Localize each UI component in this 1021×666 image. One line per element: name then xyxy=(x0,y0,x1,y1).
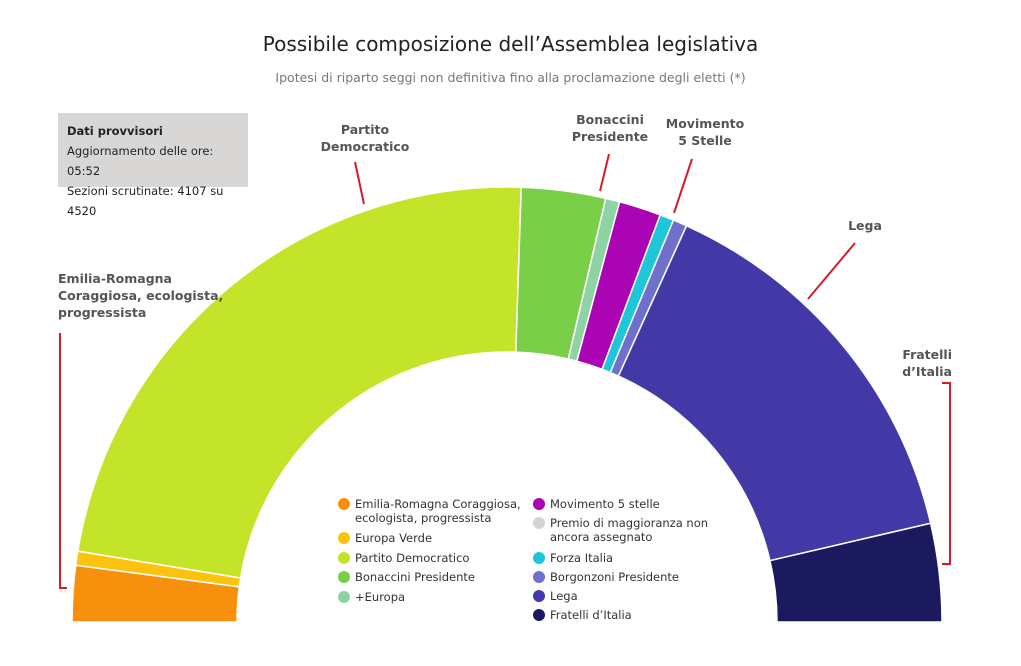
leader-line-emilia-romagna-coraggiosa xyxy=(59,333,67,589)
legend-swatch xyxy=(338,551,350,564)
chart-subtitle: Ipotesi di riparto seggi non definitiva … xyxy=(275,70,746,85)
info-box: Dati provvisori Aggiornamento delle ore:… xyxy=(58,113,248,218)
legend-label: Premio di maggioranza non ancora assegna… xyxy=(550,516,709,544)
legend-swatch xyxy=(533,590,545,602)
legend-swatch xyxy=(533,552,545,564)
legend-label: Bonaccini Presidente xyxy=(355,570,475,584)
legend-label: Fratelli d’Italia xyxy=(550,608,632,622)
info-sections-count: Sezioni scrutinate: 4107 su 4520 xyxy=(67,184,224,218)
legend-swatch xyxy=(338,590,350,603)
legend-swatch xyxy=(533,571,545,583)
legend-swatch xyxy=(338,571,350,583)
leader-line-partito-democratico xyxy=(354,161,365,205)
label-text: Movimento 5 Stelle xyxy=(665,116,745,148)
legend-swatch xyxy=(338,532,350,544)
slice-partito-democratico[interactable] xyxy=(76,186,523,579)
leader-line-movimento-5-stelle xyxy=(673,158,693,214)
legend-left: Emilia-Romagna Coraggiosa, ecologista, p… xyxy=(338,497,528,617)
label-text: Emilia-Romagna Coraggiosa, ecologista, pro… xyxy=(58,271,224,320)
leader-line-fratelli-ditalia xyxy=(942,382,951,565)
label-emilia-romagna-coraggiosa: Emilia-Romagna Coraggiosa, ecologista, pro… xyxy=(58,270,258,321)
label-partito-democratico: Partito Democratico xyxy=(300,121,430,155)
legend-label: Lega xyxy=(550,589,578,603)
legend-label: Forza Italia xyxy=(550,551,614,565)
leader-line-lega xyxy=(807,242,856,300)
leader-line-bonaccini-presidente xyxy=(599,153,610,192)
legend-right: Movimento 5 stelle Premio di maggioranza … xyxy=(533,497,733,622)
legend-label: Borgonzoni Presidente xyxy=(550,570,680,584)
legend-label: Emilia-Romagna Coraggiosa, ecologista, p… xyxy=(355,497,521,525)
label-movimento-5-stelle: Movimento 5 Stelle xyxy=(655,115,755,149)
label-text: Partito Democratico xyxy=(320,122,410,154)
label-text: Fratelli d’Italia xyxy=(902,347,952,379)
legend-label: Partito Democratico xyxy=(355,550,470,565)
slice-fratelli-d-italia[interactable] xyxy=(769,522,943,623)
legend-swatch xyxy=(533,517,545,529)
chart-title: Possibile composizione dell’Assemblea le… xyxy=(262,32,759,56)
info-update-time: Aggiornamento delle ore: 05:52 xyxy=(67,144,214,178)
label-fratelli-ditalia: Fratelli d’Italia xyxy=(880,346,952,380)
legend-label: +Europa xyxy=(355,589,406,604)
label-bonaccini-presidente: Bonaccini Presidente xyxy=(560,111,660,145)
info-heading: Dati provvisori xyxy=(67,124,163,138)
legend-label: Movimento 5 stelle xyxy=(550,497,660,511)
legend-label: Europa Verde xyxy=(355,531,433,545)
label-text: Lega xyxy=(848,218,882,233)
label-lega: Lega xyxy=(835,217,895,234)
legend-swatch xyxy=(533,498,545,510)
legend-swatch xyxy=(533,609,545,621)
label-text: Bonaccini Presidente xyxy=(571,112,649,144)
legend-swatch xyxy=(338,498,350,510)
